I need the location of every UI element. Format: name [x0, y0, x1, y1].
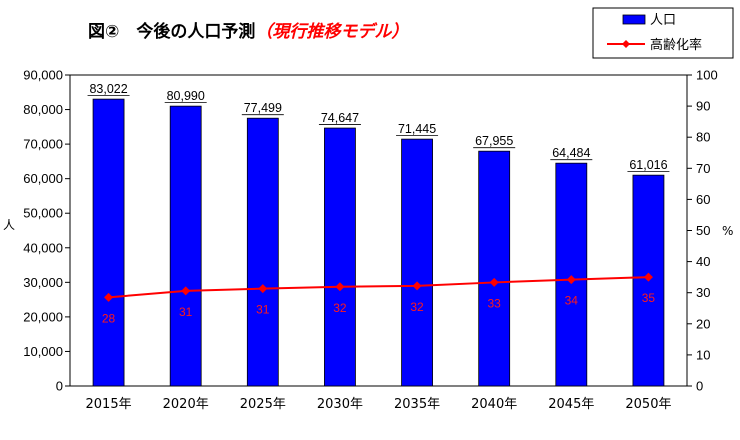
y-left-tick-label: 60,000 — [23, 171, 63, 186]
y-right-axis-label: % — [722, 224, 733, 238]
aging-rate-point-label: 35 — [642, 291, 656, 305]
x-tick-label: 2015年 — [86, 397, 132, 412]
y-left-axis: 0 10,000 20,000 30,000 40,000 50,000 60,000 70,… — [23, 68, 70, 394]
y-left-tick-label: 80,000 — [23, 102, 63, 117]
y-right-tick-label: 70 — [696, 161, 710, 176]
population-bar — [401, 138, 433, 387]
y-right-tick-label: 50 — [696, 223, 710, 238]
y-right-tick-label: 40 — [696, 254, 710, 269]
y-right-tick-label: 20 — [696, 316, 710, 331]
population-bar-label: 83,022 — [89, 82, 127, 96]
y-right-tick-label: 10 — [696, 347, 710, 362]
aging-rate-point-label: 32 — [410, 300, 424, 314]
population-bar-label: 64,484 — [552, 146, 590, 160]
y-left-tick-label: 0 — [56, 379, 63, 394]
aging-rate-point — [489, 277, 499, 287]
population-bars — [92, 98, 665, 387]
y-right-tick-label: 30 — [696, 285, 710, 300]
population-bar-label: 77,499 — [244, 101, 282, 115]
aging-rate-point — [566, 275, 576, 285]
population-bar — [169, 105, 202, 387]
y-left-tick-label: 20,000 — [23, 309, 63, 324]
aging-rate-point-label: 32 — [333, 301, 347, 315]
chart-title: 図② 今後の人口予測（現行推移モデル） — [88, 21, 408, 42]
aging-rate-point — [181, 286, 191, 296]
population-bar — [92, 98, 125, 387]
aging-rate-point-label: 28 — [102, 311, 116, 325]
x-tick-label: 2050年 — [625, 397, 671, 412]
aging-rate-point-label: 34 — [565, 294, 579, 308]
legend-bar-swatch — [622, 14, 646, 25]
y-left-tick-label: 30,000 — [23, 275, 63, 290]
y-right-tick-label: 0 — [696, 379, 703, 394]
aging-rate-point — [643, 272, 653, 282]
x-tick-label: 2035年 — [394, 397, 440, 412]
y-right-tick-label: 80 — [696, 130, 710, 145]
x-tick-label: 2040年 — [471, 397, 517, 412]
population-bar — [324, 127, 356, 387]
aging-rate-point-label: 31 — [256, 303, 270, 317]
aging-rate-point — [412, 281, 422, 291]
legend-label-population: 人口 — [650, 13, 676, 28]
population-bar-label: 80,990 — [167, 89, 205, 103]
aging-rate-point — [104, 292, 114, 302]
y-right-tick-label: 90 — [696, 99, 710, 114]
aging-rate-point — [258, 284, 268, 294]
plot-area — [69, 74, 688, 387]
chart-title-main: 図② 今後の人口予測 — [88, 21, 255, 42]
aging-rate-point-label: 31 — [179, 305, 193, 319]
population-bar — [555, 162, 588, 387]
y-right-tick-label: 100 — [696, 68, 718, 83]
legend: 人口 高齢化率 — [592, 7, 734, 59]
population-bar-label: 61,016 — [629, 158, 667, 172]
aging-rate-point-label: 33 — [488, 296, 502, 310]
y-left-tick-label: 50,000 — [23, 206, 63, 221]
y-left-tick-label: 70,000 — [23, 137, 63, 152]
legend-box — [592, 7, 734, 59]
y-left-tick-label: 90,000 — [23, 68, 63, 83]
aging-rate-line: 28 31 31 32 32 33 34 35 — [102, 272, 656, 325]
population-bar-label: 67,955 — [475, 134, 513, 148]
x-tick-label: 2045年 — [548, 397, 594, 412]
population-bar-labels: 83,022 80,990 77,499 74,647 71,445 67,955 64,4… — [87, 82, 670, 172]
y-left-tick-label: 40,000 — [23, 240, 63, 255]
population-bar — [478, 150, 511, 387]
aging-rate-point — [335, 282, 345, 292]
legend-label-aging-rate: 高齢化率 — [650, 37, 702, 53]
y-right-axis: 0 10 20 30 40 50 60 70 80 90 100 — [687, 68, 718, 394]
population-bar — [246, 117, 279, 387]
x-tick-label: 2020年 — [163, 397, 209, 412]
y-right-tick-label: 60 — [696, 192, 710, 207]
y-left-tick-label: 10,000 — [23, 344, 63, 359]
aging-rate-series-line — [108, 276, 649, 299]
x-axis: 2015年 2020年 2025年 2030年 2035年 2040年 2045年 2050年 — [86, 397, 672, 412]
population-bar-label: 71,445 — [398, 122, 436, 136]
chart-title-sub: （現行推移モデル） — [255, 22, 408, 42]
population-bar-label: 74,647 — [321, 111, 359, 125]
legend-marker-swatch — [622, 40, 630, 48]
x-tick-label: 2025年 — [240, 397, 286, 412]
y-left-axis-label: 人 — [3, 218, 15, 232]
x-tick-label: 2030年 — [317, 397, 363, 412]
